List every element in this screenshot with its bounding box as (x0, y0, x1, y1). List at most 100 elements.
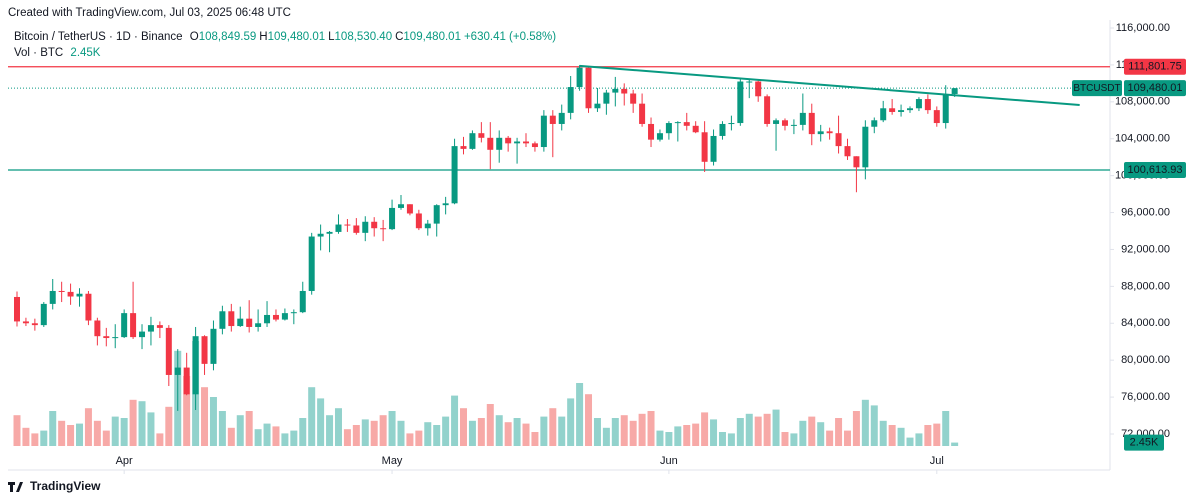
candle-body (933, 110, 940, 124)
candle-body (585, 67, 592, 109)
candle-body (103, 336, 110, 339)
candle-body (469, 133, 476, 149)
volume-bar (460, 408, 467, 446)
x-tick-label: Apr (116, 455, 133, 467)
volume-bar (620, 415, 628, 446)
volume-bar (513, 418, 521, 446)
candle-body (808, 112, 815, 135)
price-box (1124, 161, 1186, 178)
volume-legend: Vol · BTC 2.45K (14, 47, 101, 59)
y-tick-label: 116,000.00 (1116, 22, 1170, 34)
candle-body (362, 221, 369, 233)
volume-bar (549, 408, 557, 446)
volume-bar (424, 422, 432, 446)
volume-bar (183, 376, 191, 446)
volume-bar (352, 425, 360, 446)
candle-body (853, 156, 860, 168)
ohlc-key: C (395, 31, 403, 43)
volume-bar (326, 415, 334, 446)
candle-body (31, 323, 38, 326)
x-tick-label: Jul (930, 455, 944, 467)
candle-body (558, 112, 565, 124)
candle-body (764, 96, 771, 124)
candle-body (799, 112, 806, 125)
candle-body (130, 313, 137, 338)
volume-bar (76, 423, 84, 446)
volume-bar (406, 433, 414, 446)
y-tick-label: 76,000.00 (1121, 391, 1170, 403)
candle-body (683, 122, 690, 126)
price-box-label: 111,801.75 (1128, 61, 1181, 73)
candle-body (264, 314, 271, 324)
ohlc-key: O (190, 31, 199, 43)
price-box-label: 100,613.93 (1127, 164, 1182, 176)
volume-bar (227, 427, 235, 446)
volume-bar (522, 423, 530, 446)
candle-body (674, 122, 681, 124)
candle-body (139, 331, 146, 338)
price-box (1124, 58, 1186, 75)
volume-bar (879, 420, 887, 446)
candle-body (576, 67, 583, 88)
candle-body (228, 311, 235, 327)
volume-bar (843, 430, 851, 446)
volume-bar (201, 387, 209, 446)
candle-body (22, 321, 29, 324)
candle-body (737, 81, 744, 124)
volume-bar (924, 425, 932, 446)
volume-bar (22, 427, 30, 446)
volume-bar (209, 397, 217, 446)
candle-body (665, 123, 672, 134)
ohlc-value: 108,530.40 (335, 31, 393, 43)
y-tick-label: 108,000.00 (1115, 96, 1170, 108)
volume-bar (397, 420, 405, 446)
volume-bar (665, 432, 673, 446)
candle-body (174, 367, 181, 375)
volume-bar (611, 418, 619, 446)
candle-body (746, 81, 753, 83)
candle-body (924, 99, 931, 111)
volume-bar (415, 430, 423, 446)
ohlc-value: 108,849.59 (199, 31, 257, 43)
y-tick-label: 104,000.00 (1115, 133, 1170, 145)
volume-bar (165, 406, 173, 446)
candle-body (85, 293, 92, 321)
candle-body (692, 125, 699, 133)
candle-body (40, 303, 47, 326)
candle-body (880, 108, 887, 121)
candle-body (496, 137, 503, 150)
volume-bar (602, 427, 610, 446)
volume-bar (870, 405, 878, 446)
candle-body (487, 137, 494, 150)
volume-bar (736, 418, 744, 446)
volume-bar (593, 418, 601, 446)
trendline (579, 64, 1080, 107)
candle-body (272, 314, 279, 320)
volume-bar (638, 413, 646, 446)
candle-body (540, 115, 547, 148)
candle-body (165, 327, 172, 375)
volume-bar (49, 411, 57, 446)
candle-body (433, 205, 440, 224)
y-tick-label: 96,000.00 (1121, 206, 1170, 218)
volume-bar (906, 437, 914, 446)
candle-body (549, 115, 556, 124)
volume-bar (727, 433, 735, 446)
volume-bar (40, 430, 48, 446)
candle-body (630, 93, 637, 104)
volume-bar (951, 442, 959, 446)
candle-body (335, 224, 342, 232)
volume-bar (361, 419, 369, 446)
volume-bar (236, 415, 244, 446)
volume-bar (772, 409, 780, 446)
candle-body (460, 146, 467, 149)
candle-body (719, 123, 726, 136)
x-tick-label: May (382, 455, 403, 467)
volume-bar (808, 416, 816, 446)
volume-bar (710, 419, 718, 446)
ohlc-key: H (259, 31, 267, 43)
volume-bar (763, 413, 771, 446)
volume-bar (120, 418, 128, 446)
volume-bar (585, 394, 593, 446)
